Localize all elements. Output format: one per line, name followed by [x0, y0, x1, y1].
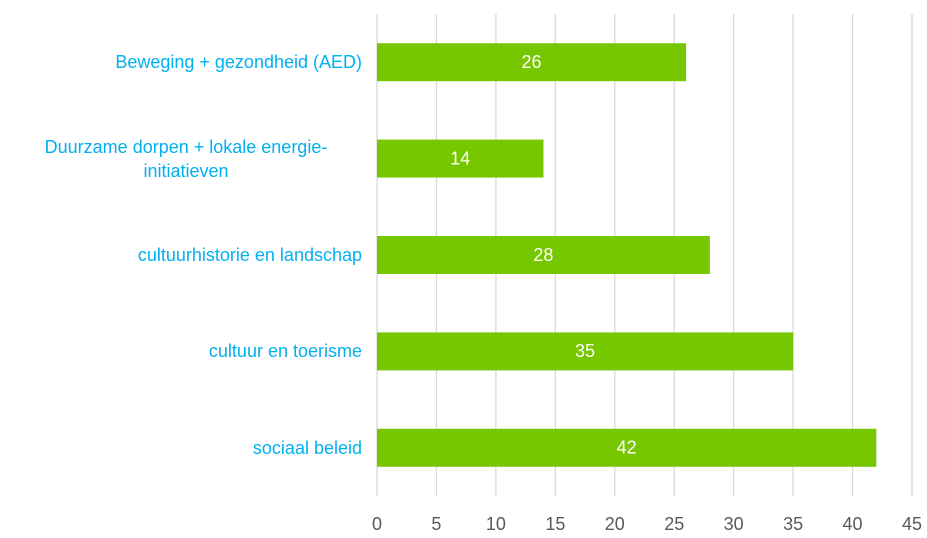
value-label: 28 — [533, 245, 553, 265]
x-tick-label: 15 — [545, 514, 565, 534]
bar — [377, 139, 544, 178]
x-tick-label: 0 — [372, 514, 382, 534]
x-tick-label: 40 — [843, 514, 863, 534]
x-tick-label: 10 — [486, 514, 506, 534]
category-label-box: cultuur en toerisme — [0, 311, 362, 391]
category-label-box: Duurzame dorpen + lokale energie-initiat… — [0, 119, 362, 199]
category-label-box: Beweging + gezondheid (AED) — [0, 22, 362, 102]
y-tick-label: cultuurhistorie en landschap — [137, 245, 362, 265]
value-label: 14 — [450, 148, 470, 168]
x-tick-label: 35 — [783, 514, 803, 534]
y-tick-label: sociaal beleid — [252, 437, 362, 458]
x-tick-label: 30 — [724, 514, 744, 534]
value-label: 35 — [575, 341, 595, 361]
bar — [377, 236, 710, 274]
value-label: 26 — [522, 52, 542, 72]
y-tick-label: Beweging + gezondheid (AED) — [115, 52, 362, 73]
value-label: 42 — [617, 438, 637, 458]
y-tick-label: cultuur en toerisme — [208, 341, 362, 362]
category-label-box: sociaal beleid — [0, 408, 362, 488]
y-tick-label: Duurzame dorpen + lokale energie-initiat… — [44, 136, 328, 181]
x-tick-label: 5 — [431, 514, 441, 534]
x-tick-label: 25 — [664, 514, 684, 534]
category-label-box: cultuurhistorie en landschap — [0, 215, 362, 295]
bar — [377, 43, 687, 82]
x-tick-label: 20 — [605, 514, 625, 534]
bar — [377, 428, 877, 467]
x-tick-label: 45 — [902, 514, 922, 534]
bar — [377, 332, 794, 371]
